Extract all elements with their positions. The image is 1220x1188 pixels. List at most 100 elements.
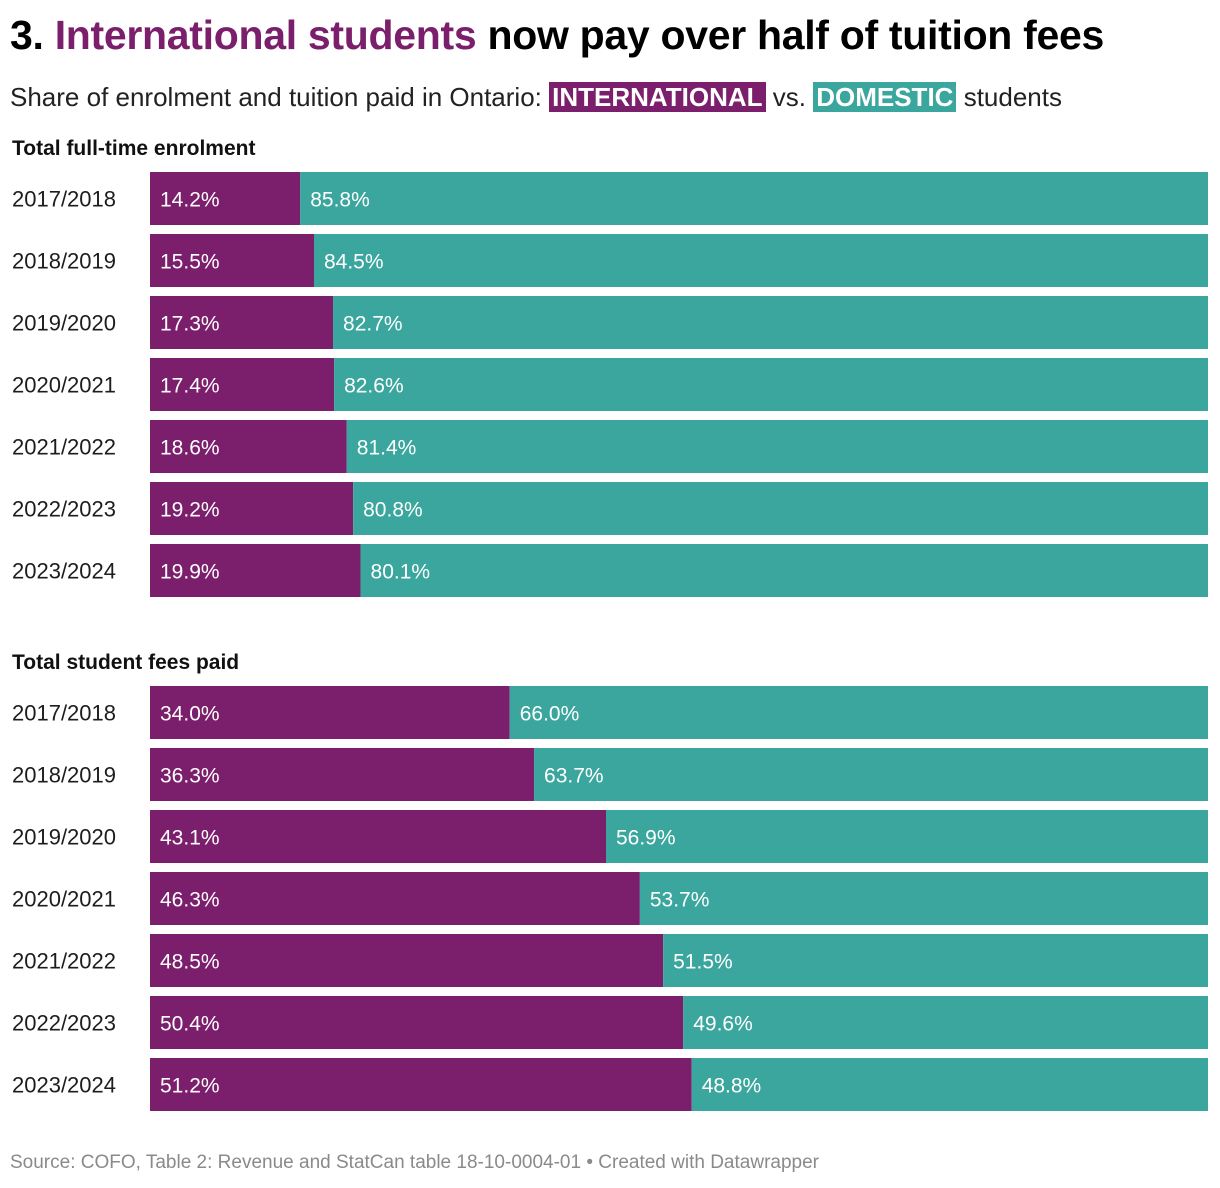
domestic-bar [509, 686, 1209, 739]
domestic-value-label: 81.4% [357, 437, 417, 460]
panel-1: Total full-time enrolment 2017/2018 14.2% 8… [12, 137, 1209, 597]
domestic-bar [663, 934, 1208, 987]
bar-row: 2021/2022 18.6% 81.4% [12, 420, 1209, 473]
international-bar [150, 810, 606, 863]
panel-2: Total student fees paid 2017/2018 34.0% 66.… [12, 651, 1209, 1111]
domestic-value-label: 80.8% [363, 499, 423, 522]
international-bar [150, 872, 640, 925]
subtitle-suffix: students [963, 82, 1062, 112]
title-prefix: 3. [10, 12, 44, 58]
year-label: 2021/2022 [12, 949, 116, 974]
international-value-label: 19.9% [160, 561, 220, 584]
international-value-label: 17.3% [160, 313, 220, 336]
domestic-value-label: 63.7% [544, 765, 604, 788]
bar-row: 2018/2019 36.3% 63.7% [12, 748, 1208, 801]
international-bar [150, 420, 347, 473]
international-bar [150, 686, 510, 739]
year-label: 2023/2024 [12, 559, 116, 584]
international-value-label: 17.4% [160, 375, 220, 398]
international-bar [150, 1058, 692, 1111]
domestic-value-label: 66.0% [520, 703, 580, 726]
year-label: 2017/2018 [12, 701, 116, 726]
bar-row: 2023/2024 51.2% 48.8% [12, 1058, 1208, 1111]
international-bar [150, 748, 535, 801]
domestic-value-label: 49.6% [693, 1013, 753, 1036]
international-bar [150, 544, 361, 597]
international-value-label: 36.3% [160, 765, 220, 788]
year-label: 2023/2024 [12, 1073, 116, 1098]
domestic-bar [333, 296, 1208, 349]
international-value-label: 51.2% [160, 1075, 220, 1098]
international-value-label: 19.2% [160, 499, 220, 522]
international-bar [150, 996, 684, 1049]
chart-title: 3. International students now pay over h… [10, 10, 1104, 60]
subtitle-prefix: Share of enrolment and tuition paid in O… [10, 82, 542, 112]
international-value-label: 15.5% [160, 251, 220, 274]
bar-row: 2019/2020 43.1% 56.9% [12, 810, 1208, 863]
year-label: 2020/2021 [12, 887, 116, 912]
international-bar [150, 234, 314, 287]
year-label: 2018/2019 [12, 249, 116, 274]
domestic-value-label: 51.5% [673, 951, 733, 974]
bar-row: 2022/2023 19.2% 80.8% [12, 482, 1208, 535]
bar-row: 2017/2018 34.0% 66.0% [12, 686, 1209, 739]
bar-row: 2022/2023 50.4% 49.6% [12, 996, 1208, 1049]
international-value-label: 48.5% [160, 951, 220, 974]
bar-row: 2021/2022 48.5% 51.5% [12, 934, 1208, 987]
year-label: 2019/2020 [12, 311, 116, 336]
year-label: 2022/2023 [12, 497, 116, 522]
international-value-label: 50.4% [160, 1013, 220, 1036]
international-bar [150, 482, 354, 535]
source-note: Source: COFO, Table 2: Revenue and StatC… [10, 1152, 819, 1173]
domestic-value-label: 80.1% [371, 561, 431, 584]
bar-row: 2018/2019 15.5% 84.5% [12, 234, 1208, 287]
domestic-bar [346, 420, 1209, 473]
international-tag: INTERNATIONAL [549, 82, 766, 112]
domestic-value-label: 82.6% [344, 375, 404, 398]
domestic-bar [353, 482, 1208, 535]
domestic-bar [360, 544, 1208, 597]
domestic-value-label: 84.5% [324, 251, 384, 274]
domestic-value-label: 53.7% [650, 889, 710, 912]
bar-row: 2020/2021 46.3% 53.7% [12, 872, 1208, 925]
year-label: 2019/2020 [12, 825, 116, 850]
international-value-label: 34.0% [160, 703, 220, 726]
year-label: 2018/2019 [12, 763, 116, 788]
international-value-label: 14.2% [160, 189, 220, 212]
stacked-bar-chart: Total full-time enrolment 2017/2018 14.2% 8… [12, 137, 1209, 1111]
domestic-bar [300, 172, 1209, 225]
international-bar [150, 358, 335, 411]
panel-title: Total full-time enrolment [12, 137, 255, 160]
chart-subtitle: Share of enrolment and tuition paid in O… [10, 80, 1062, 114]
year-label: 2020/2021 [12, 373, 116, 398]
international-value-label: 43.1% [160, 827, 220, 850]
domestic-value-label: 85.8% [310, 189, 370, 212]
title-highlight: International students [54, 12, 477, 58]
panel-title: Total student fees paid [12, 651, 239, 674]
year-label: 2021/2022 [12, 435, 116, 460]
bar-row: 2019/2020 17.3% 82.7% [12, 296, 1208, 349]
title-rest: now pay over half of tuition fees [487, 12, 1105, 58]
domestic-bar [683, 996, 1208, 1049]
year-label: 2017/2018 [12, 187, 116, 212]
international-bar [150, 296, 334, 349]
domestic-bar [313, 234, 1208, 287]
subtitle-vs: vs. [772, 82, 806, 112]
international-value-label: 18.6% [160, 437, 220, 460]
bar-row: 2020/2021 17.4% 82.6% [12, 358, 1208, 411]
domestic-value-label: 56.9% [616, 827, 676, 850]
domestic-tag: DOMESTIC [813, 82, 957, 112]
domestic-bar [639, 872, 1208, 925]
domestic-bar [534, 748, 1208, 801]
bar-row: 2017/2018 14.2% 85.8% [12, 172, 1209, 225]
international-bar [150, 934, 664, 987]
international-value-label: 46.3% [160, 889, 220, 912]
domestic-bar [334, 358, 1208, 411]
domestic-bar [691, 1058, 1208, 1111]
domestic-value-label: 82.7% [343, 313, 403, 336]
domestic-value-label: 48.8% [702, 1075, 762, 1098]
bar-row: 2023/2024 19.9% 80.1% [12, 544, 1208, 597]
international-bar [150, 172, 301, 225]
domestic-bar [605, 810, 1208, 863]
year-label: 2022/2023 [12, 1011, 116, 1036]
